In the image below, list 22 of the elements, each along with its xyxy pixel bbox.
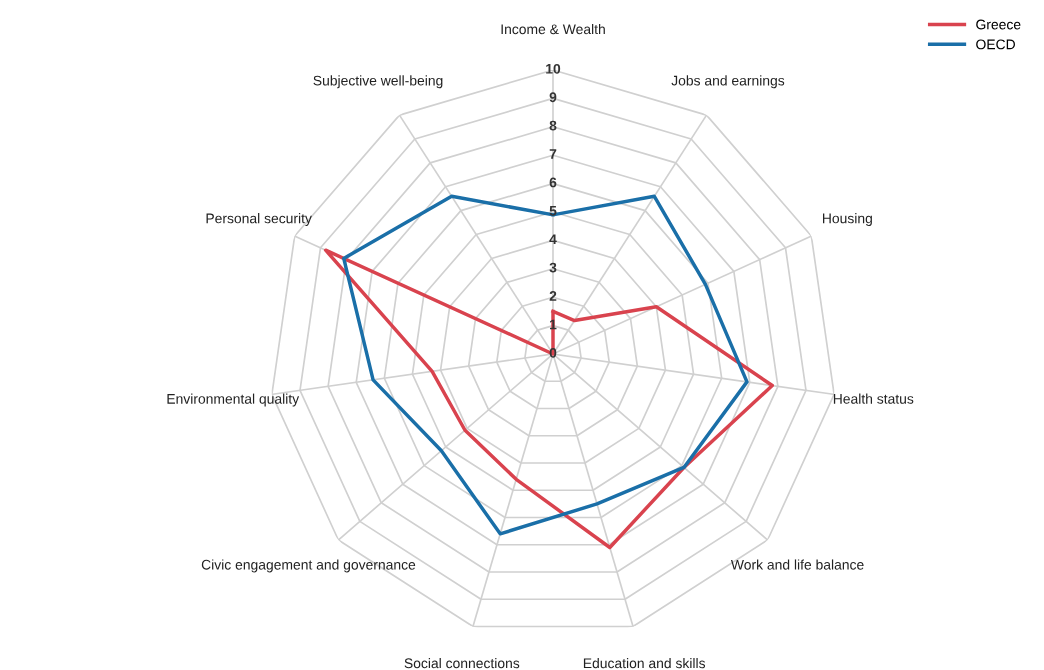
legend-label: Greece (976, 19, 1021, 30)
spoke-label: Personal security (206, 213, 312, 227)
legend-label: OECD (976, 39, 1015, 50)
spoke-label: Income & Wealth (501, 23, 605, 35)
spoke-label: Jobs and earnings (671, 75, 785, 89)
y-tick-label: 6 (549, 177, 557, 188)
spoke-label: Housing (823, 213, 872, 227)
y-tick-label: 7 (549, 149, 557, 159)
spoke-label: Work and life balance (730, 559, 864, 570)
y-tick-label: 2 (549, 291, 557, 301)
spoke-label: Environmental quality (167, 393, 300, 407)
y-tick-label: 10 (546, 63, 561, 74)
y-tick-label: 4 (549, 234, 557, 244)
spoke-label: Civic engagement and governance (201, 559, 416, 573)
y-tick-label: 3 (549, 262, 557, 273)
spoke-label: Education and skills (583, 658, 706, 669)
y-tick-label: 9 (549, 92, 557, 103)
spoke-label: Social connections (404, 658, 520, 669)
spoke-label: Subjective well-being (313, 75, 443, 89)
y-tick-label: 1 (550, 319, 557, 330)
spoke-label: Health status (833, 393, 914, 404)
y-tick-label: 8 (549, 120, 557, 131)
